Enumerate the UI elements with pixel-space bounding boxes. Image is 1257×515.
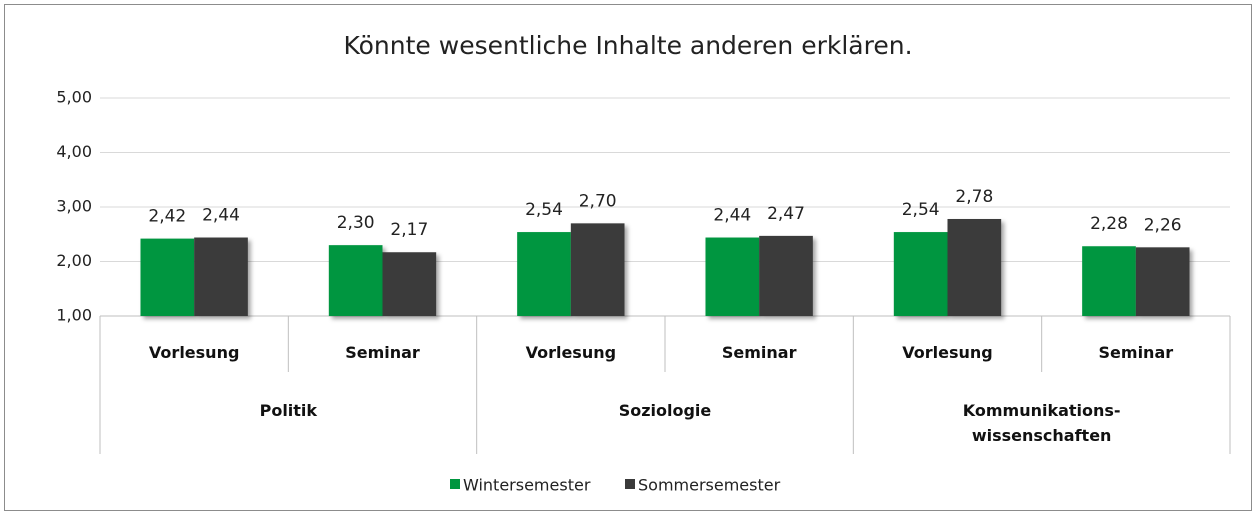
legend-swatch	[450, 479, 460, 489]
value-label: 2,54	[902, 200, 940, 220]
bar	[517, 232, 571, 316]
value-label: 2,44	[202, 206, 240, 226]
value-label: 2,70	[579, 191, 617, 211]
bar	[382, 252, 437, 316]
bar	[947, 218, 1002, 316]
legend-label: Wintersemester	[463, 476, 591, 495]
group-label: Kommunikations- wissenschaften	[962, 401, 1121, 445]
bar	[893, 232, 948, 316]
chart-title: Könnte wesentliche Inhalte anderen erklä…	[343, 31, 912, 60]
bar	[705, 237, 760, 316]
x-tick-label: Seminar	[721, 343, 797, 362]
value-label: 2,47	[767, 204, 805, 224]
legend-swatch	[625, 479, 635, 489]
value-label: 2,17	[390, 220, 428, 240]
y-tick-label: 2,00	[56, 251, 92, 270]
x-tick-label: Seminar	[345, 343, 420, 362]
y-tick-label: 5,00	[56, 88, 92, 107]
y-tick-label: 4,00	[56, 142, 92, 161]
group-label: Soziologie	[618, 401, 712, 420]
bar	[1082, 246, 1136, 316]
value-label: 2,28	[1090, 214, 1128, 234]
bar	[759, 235, 813, 316]
legend-label: Sommersemester	[638, 476, 781, 495]
y-tick-label: 1,00	[56, 306, 92, 325]
bar	[194, 237, 248, 316]
x-tick-label: Vorlesung	[525, 343, 617, 362]
bar	[328, 245, 383, 316]
x-tick-label: Vorlesung	[148, 343, 240, 362]
x-tick-label: Vorlesung	[902, 343, 993, 362]
value-label: 2,30	[337, 213, 375, 233]
y-tick-label: 3,00	[56, 197, 92, 216]
value-label: 2,78	[955, 187, 993, 207]
bar	[140, 238, 195, 316]
bar	[1135, 247, 1190, 316]
value-label: 2,44	[713, 206, 751, 226]
x-tick-label: Seminar	[1098, 343, 1174, 362]
value-label: 2,26	[1144, 215, 1182, 235]
value-label: 2,42	[148, 207, 186, 227]
bar	[570, 223, 625, 316]
value-label: 2,54	[525, 200, 563, 220]
group-label: Politik	[259, 401, 318, 420]
